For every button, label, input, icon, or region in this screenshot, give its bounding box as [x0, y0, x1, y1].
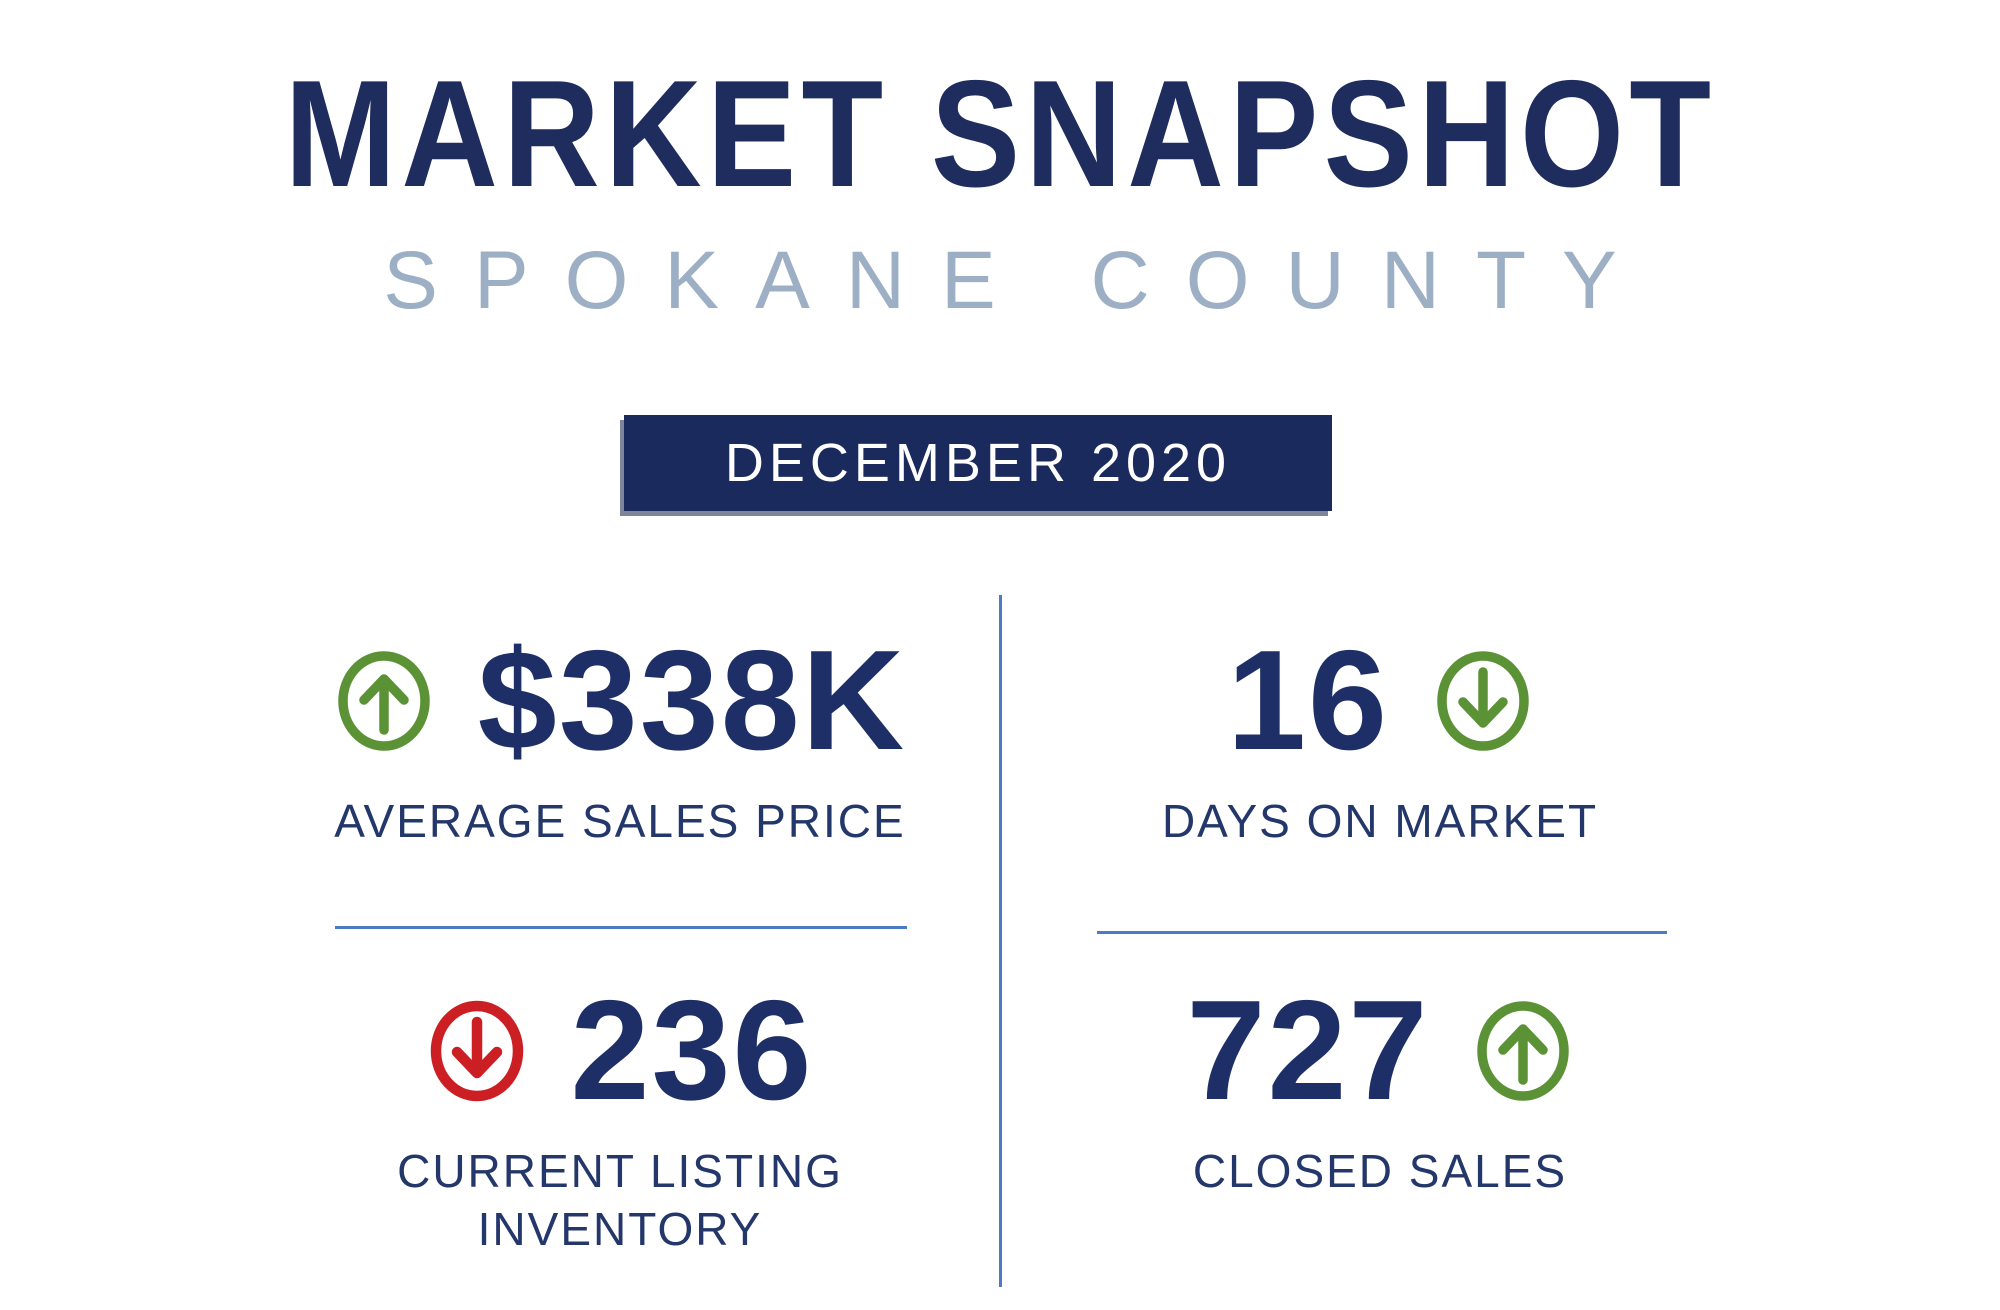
stat-label: CLOSED SALES — [1192, 1145, 1568, 1197]
arrow-up-circle-icon — [338, 650, 430, 751]
page-subtitle: SPOKANE COUNTY — [0, 240, 2000, 322]
stat-row: 727 — [1187, 968, 1574, 1133]
stat-current-listing-inventory: 236 CURRENT LISTING INVENTORY — [250, 968, 990, 1258]
period-banner: DECEMBER 2020 — [624, 415, 1332, 511]
arrow-down-circle-icon — [430, 1000, 523, 1101]
stat-value: 236 — [570, 970, 814, 1130]
stat-label: CURRENT LISTING INVENTORY — [397, 1145, 843, 1255]
vertical-divider — [999, 595, 1002, 1287]
stat-value: 727 — [1186, 970, 1430, 1130]
stat-value: $338K — [477, 620, 907, 780]
page-title: MARKET SNAPSHOT — [0, 58, 2000, 210]
stat-average-sales-price: $338K AVERAGE SALES PRICE — [250, 618, 990, 851]
stat-label: DAYS ON MARKET — [1161, 795, 1599, 847]
stat-days-on-market: 16 DAYS ON MARKET — [1010, 618, 1750, 851]
period-label: DECEMBER 2020 — [724, 433, 1232, 493]
stat-row: $338K — [334, 618, 906, 783]
stat-value: 16 — [1227, 620, 1389, 780]
stat-label: AVERAGE SALES PRICE — [334, 795, 906, 847]
horizontal-divider-right — [1097, 931, 1667, 934]
arrow-up-circle-icon — [1477, 1000, 1570, 1101]
stat-closed-sales: 727 CLOSED SALES — [1010, 968, 1750, 1201]
page-subtitle-text: SPOKANE COUNTY — [383, 235, 1653, 326]
stat-row: 16 — [1227, 618, 1533, 783]
stat-row: 236 — [427, 968, 814, 1133]
page-title-text: MARKET SNAPSHOT — [284, 49, 1716, 219]
horizontal-divider-left — [335, 926, 907, 929]
arrow-down-circle-icon — [1437, 650, 1529, 751]
